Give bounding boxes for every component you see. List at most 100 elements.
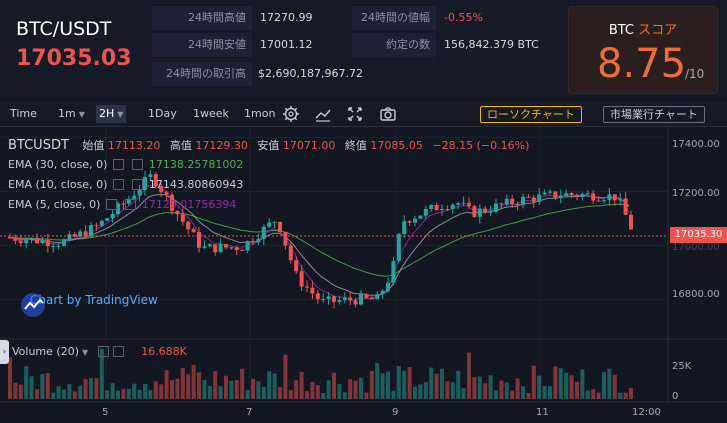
collapse-panel-handle[interactable]: › [0, 340, 9, 364]
volume-bar [450, 382, 455, 399]
close-icon[interactable] [132, 159, 144, 170]
interval-1m-label: 1m [58, 107, 76, 120]
volume-bar [159, 384, 164, 399]
volume-tick-label: 0 [672, 391, 679, 402]
candle-body [326, 296, 331, 300]
candle-body [434, 205, 439, 211]
indicator-icon[interactable] [313, 104, 333, 124]
close-icon[interactable] [112, 346, 124, 357]
candlestick-chart-button[interactable]: ローソクチャート [480, 106, 582, 123]
candle-body [477, 208, 482, 217]
candle-body [369, 297, 374, 300]
candle-body [299, 271, 304, 287]
low-24h-label: 24時間安値 [152, 33, 252, 57]
camera-icon[interactable] [378, 104, 398, 124]
ticker-header: BTC/USDT 17035.03 24時間高値 17270.99 24時間安値… [0, 0, 727, 98]
ema-5-legend[interactable]: EMA (5, close, 0) 17129.01756394 [8, 198, 236, 211]
volume-bar [504, 382, 509, 399]
fullscreen-icon[interactable] [345, 104, 365, 124]
volume-bar [413, 386, 417, 399]
candle-body [153, 174, 158, 187]
candlestick-plot[interactable] [0, 127, 727, 423]
candle-body [380, 290, 385, 295]
close-icon[interactable] [125, 199, 137, 210]
interval-1day[interactable]: 1Day [148, 107, 177, 120]
high-label: 高值 [169, 139, 192, 152]
candle-body [229, 247, 234, 249]
candle-body [283, 231, 288, 246]
eye-icon[interactable] [97, 346, 109, 357]
chart-symbol[interactable]: BTCUSDT [8, 138, 69, 153]
volume-bar [78, 385, 83, 399]
volume-bar [94, 378, 99, 399]
candle-body [35, 237, 39, 244]
candle-body [569, 193, 574, 195]
volume-bar [391, 390, 396, 399]
volume-bar [494, 390, 498, 399]
close-icon[interactable] [132, 179, 144, 190]
interval-1mon[interactable]: 1mon [244, 107, 276, 120]
market-depth-chart-button[interactable]: 市場業行チャート [603, 106, 705, 123]
candle-body [207, 244, 212, 247]
ema-10-label: EMA (10, close, 0) [8, 178, 108, 191]
volume-bar [342, 392, 347, 399]
interval-2h[interactable]: 2H ▼ [96, 105, 127, 123]
volume-bar [564, 372, 569, 399]
candle-body [99, 220, 104, 226]
ema-10-legend[interactable]: EMA (10, close, 0) 17143.80860943 [8, 178, 243, 191]
volume-bar [602, 372, 606, 399]
ema-30-legend[interactable]: EMA (30, close, 0) 17138.25781002 [8, 158, 243, 171]
volume-bar [569, 375, 574, 399]
volume-label: Volume (20) [12, 345, 79, 358]
x-tick-label: 5 [102, 407, 109, 418]
interval-1m[interactable]: 1m ▼ [58, 105, 85, 123]
candle-body [186, 221, 191, 230]
candle-body [450, 204, 455, 210]
volume-bar [126, 388, 131, 399]
tradingview-watermark[interactable]: Chart by TradingView [20, 292, 158, 318]
volume-bar [99, 348, 104, 399]
volume-bar [305, 391, 309, 399]
ema-5-line [7, 185, 630, 301]
volume-bar [521, 386, 525, 399]
candle-body [278, 221, 282, 232]
eye-icon[interactable] [113, 179, 125, 190]
eye-icon[interactable] [106, 199, 118, 210]
candle-body [472, 206, 477, 217]
volume-bar [148, 390, 153, 399]
volume-bar [213, 371, 218, 399]
candle-body [391, 260, 396, 283]
volume-bar [434, 373, 439, 399]
tradingview-logo-icon [21, 293, 45, 317]
open-label: 始值 [82, 139, 105, 152]
candle-body [332, 296, 336, 302]
eye-icon[interactable] [113, 159, 125, 170]
volume-bar [375, 362, 380, 399]
ema-30-line [7, 203, 630, 277]
volume-bar [137, 389, 142, 399]
price-chart[interactable]: BTCUSDT 始值 17113.20 高值 17129.30 安值 17071… [0, 127, 727, 423]
candle-body [18, 240, 23, 244]
chevron-down-icon: ▼ [78, 110, 85, 119]
chevron-down-icon[interactable]: ▼ [82, 348, 89, 357]
volume-bar [267, 371, 272, 399]
candle-body [40, 240, 45, 244]
gear-icon[interactable] [281, 104, 301, 124]
volume-bar [202, 379, 207, 399]
score-value: 8.75 [597, 41, 687, 87]
candle-body [537, 194, 542, 202]
candle-body [629, 214, 633, 230]
candle-body [510, 198, 515, 204]
volume-bar [224, 375, 228, 399]
volume-bar [83, 379, 88, 399]
volume-legend[interactable]: Volume (20) ▼ 16.688K [12, 345, 187, 358]
volume-bar [607, 368, 612, 399]
x-tick-label: 11 [536, 407, 549, 418]
interval-1week[interactable]: 1week [193, 107, 229, 120]
candle-body [78, 231, 83, 237]
candle-body [607, 194, 612, 201]
candle-body [585, 193, 590, 195]
candle-body [580, 194, 585, 197]
volume-bar [326, 380, 331, 399]
volume-bar [62, 389, 66, 399]
